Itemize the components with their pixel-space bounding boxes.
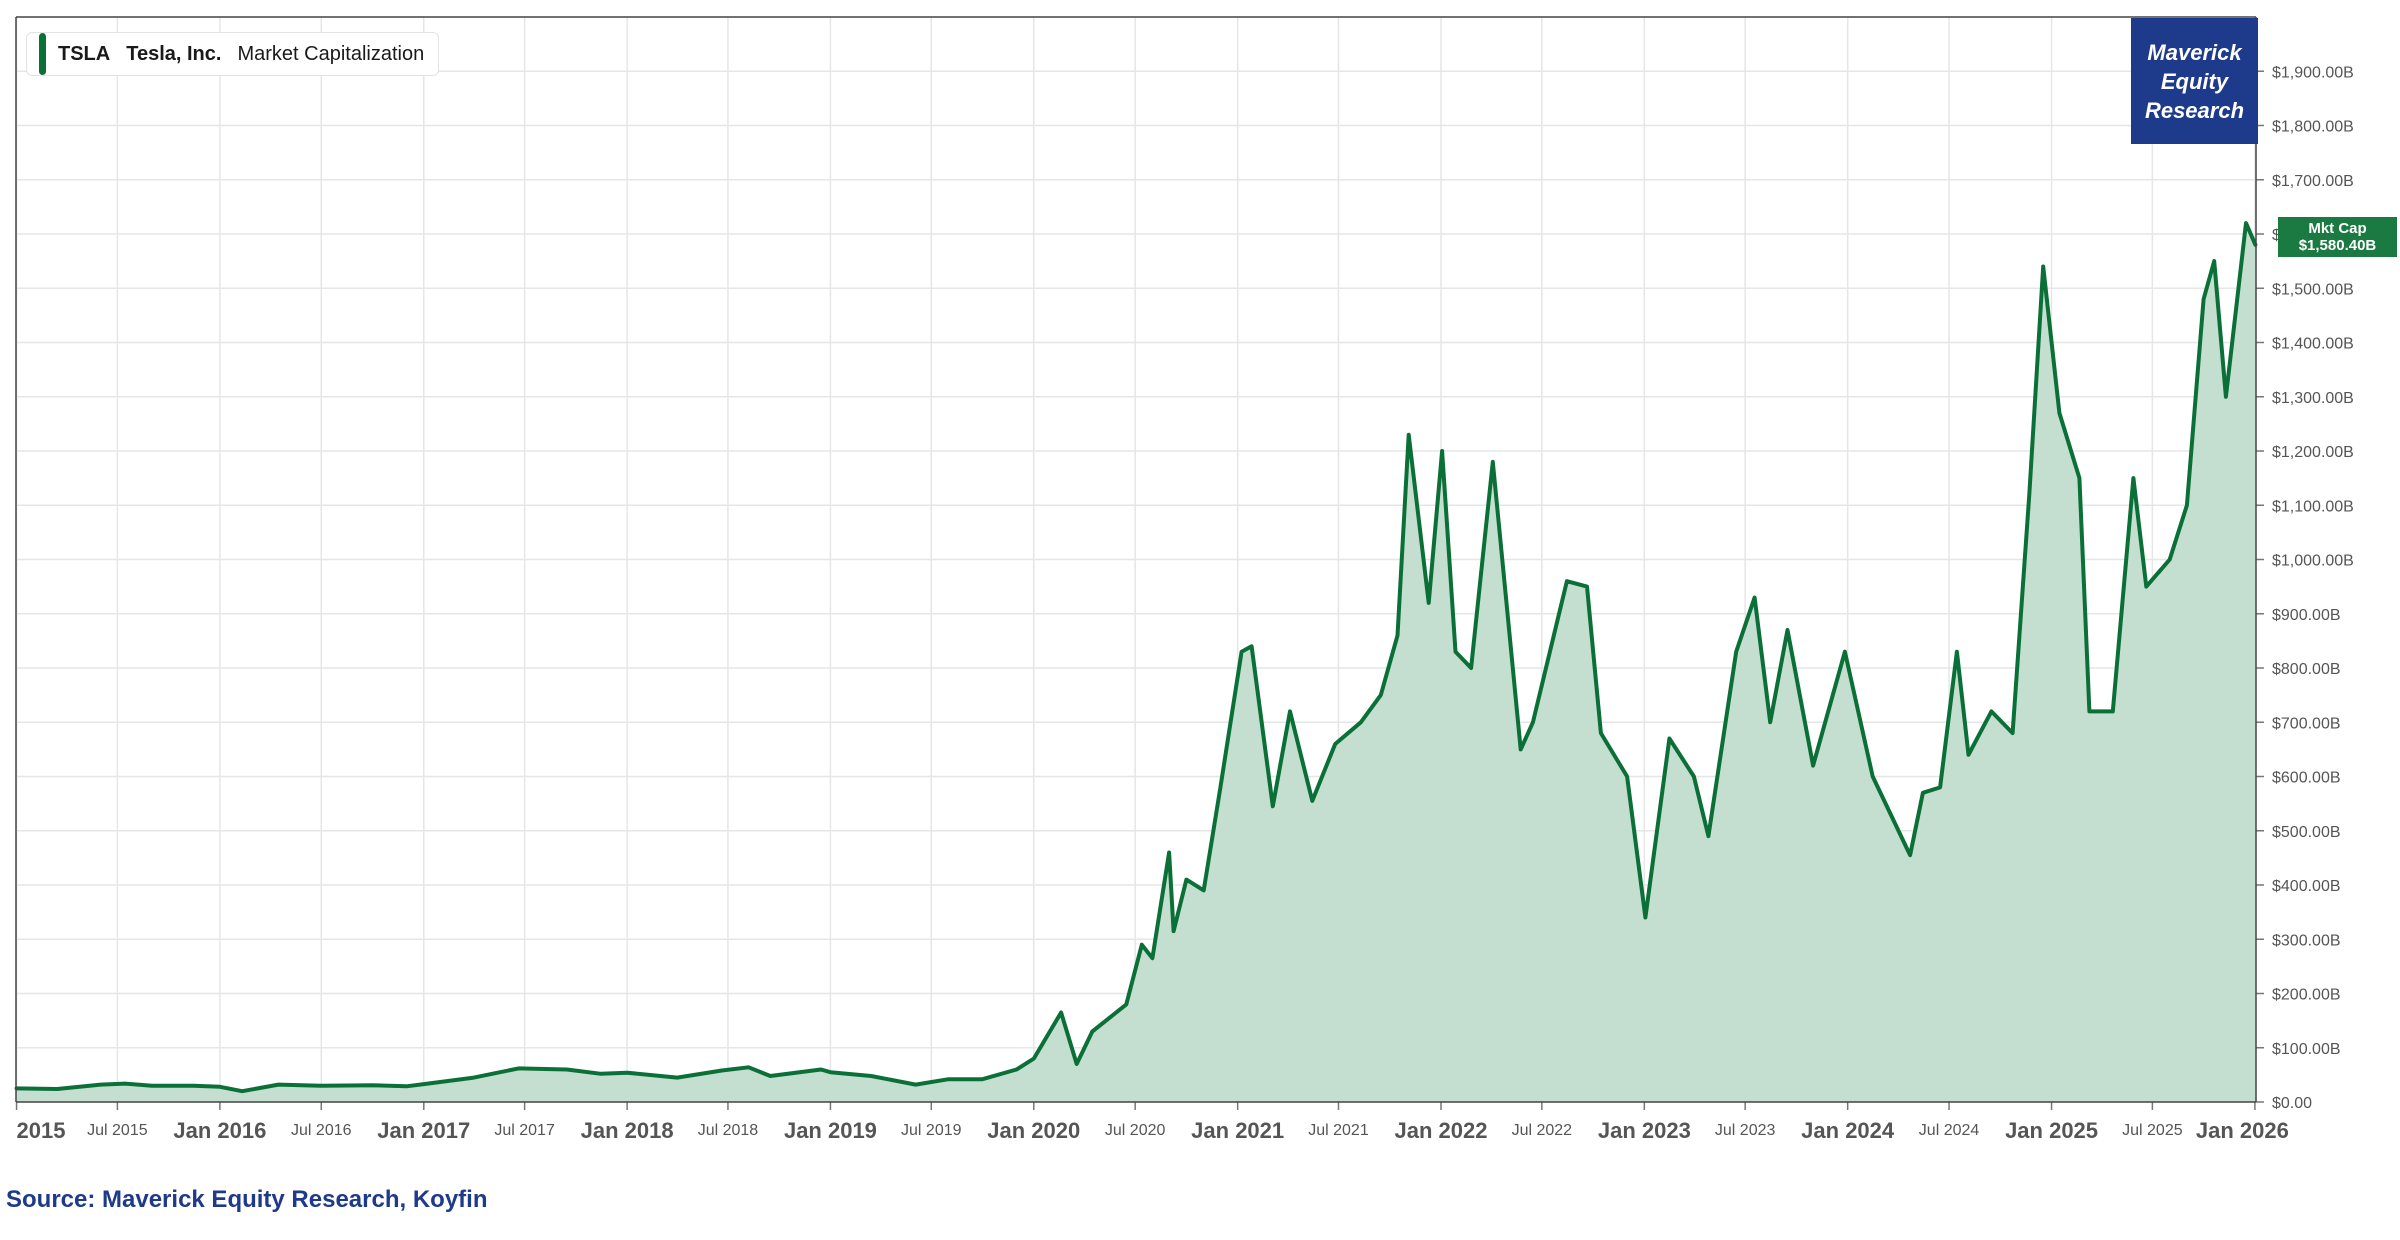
- y-tick-label: $1,300.00B: [2272, 390, 2354, 407]
- current-value-tag: Mkt Cap $1,580.40B: [2278, 217, 2397, 257]
- y-tick-label: $1,800.00B: [2272, 119, 2354, 136]
- x-tick-label: Jan 2016: [173, 1118, 266, 1143]
- y-tick-label: $1,200.00B: [2272, 444, 2354, 461]
- series-layer: [14, 221, 2258, 1103]
- y-tick-label: $900.00B: [2272, 607, 2341, 624]
- x-tick-label: Jul 2024: [1919, 1122, 1980, 1139]
- x-tick-label: Jan 2025: [2005, 1118, 2098, 1143]
- x-tick-label: Jan 2026: [2196, 1118, 2289, 1143]
- market-cap-area: [16, 223, 2256, 1103]
- brand-line-3: Research: [2144, 97, 2245, 123]
- y-tick-label: $200.00B: [2272, 987, 2341, 1004]
- x-tick-label: 2015: [17, 1118, 66, 1143]
- legend-metric-name: Market Capitalization: [237, 42, 425, 65]
- brand-line-1: Maverick: [2147, 39, 2242, 65]
- x-tick-label: Jul 2017: [494, 1122, 555, 1139]
- y-tick-label: $1,400.00B: [2272, 336, 2354, 353]
- current-value-label: Mkt Cap: [2308, 220, 2367, 237]
- source-note: Source: Maverick Equity Research, Koyfin: [6, 1186, 488, 1213]
- x-tick-label: Jul 2015: [87, 1122, 148, 1139]
- x-tick-label: Jul 2022: [1512, 1122, 1573, 1139]
- axis-layer: $0.00 $100.00B $200.00B $300.00B $400.00B $50…: [15, 16, 2354, 1143]
- y-tick-label: $1,900.00B: [2272, 64, 2354, 81]
- x-tick-label: Jan 2023: [1598, 1118, 1691, 1143]
- y-tick-label: $600.00B: [2272, 770, 2341, 787]
- x-tick-label: Jan 2021: [1191, 1118, 1284, 1143]
- x-tick-label: Jul 2025: [2122, 1122, 2183, 1139]
- x-tick-label: Jul 2019: [901, 1122, 962, 1139]
- legend-company-name: Tesla, Inc.: [126, 42, 222, 65]
- y-tick-label: $1,000.00B: [2272, 553, 2354, 570]
- x-tick-label: Jan 2018: [581, 1118, 674, 1143]
- maverick-brand-box: Maverick Equity Research: [2131, 18, 2258, 144]
- y-tick-label: $700.00B: [2272, 715, 2341, 732]
- y-tick-label: $800.00B: [2272, 661, 2341, 678]
- x-tick-label: Jul 2020: [1105, 1122, 1166, 1139]
- x-tick-label: Jan 2017: [377, 1118, 470, 1143]
- y-tick-label: $500.00B: [2272, 824, 2341, 841]
- y-tick-label: $0.00: [2272, 1095, 2312, 1112]
- chart-legend: TSLA Tesla, Inc. Market Capitalization: [26, 32, 440, 76]
- legend-ticker: TSLA: [58, 42, 111, 65]
- legend-color-swatch: [39, 33, 46, 75]
- y-tick-label: $1,100.00B: [2272, 498, 2354, 515]
- x-tick-label: Jan 2022: [1395, 1118, 1488, 1143]
- current-value-amount: $1,580.40B: [2298, 237, 2377, 254]
- x-tick-label: Jan 2019: [784, 1118, 877, 1143]
- y-tick-label: $400.00B: [2272, 878, 2341, 895]
- y-tick-label: $1,700.00B: [2272, 173, 2354, 190]
- x-tick-label: Jul 2021: [1308, 1122, 1369, 1139]
- y-tick-label: $1,500.00B: [2272, 281, 2354, 298]
- x-tick-label: Jan 2024: [1801, 1118, 1895, 1143]
- x-tick-label: Jan 2020: [987, 1118, 1080, 1143]
- y-tick-label: $300.00B: [2272, 932, 2341, 949]
- x-tick-label: Jul 2016: [291, 1122, 352, 1139]
- market-cap-line: [14, 221, 2258, 1094]
- x-tick-label: Jul 2018: [698, 1122, 759, 1139]
- brand-line-2: Equity: [2160, 68, 2229, 94]
- y-tick-label: $100.00B: [2272, 1041, 2341, 1058]
- x-tick-label: Jul 2023: [1715, 1122, 1776, 1139]
